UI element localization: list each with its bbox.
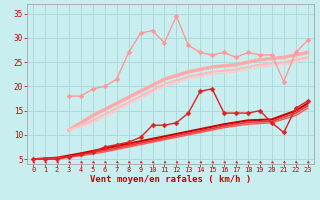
X-axis label: Vent moyen/en rafales ( km/h ): Vent moyen/en rafales ( km/h ) (90, 175, 251, 184)
